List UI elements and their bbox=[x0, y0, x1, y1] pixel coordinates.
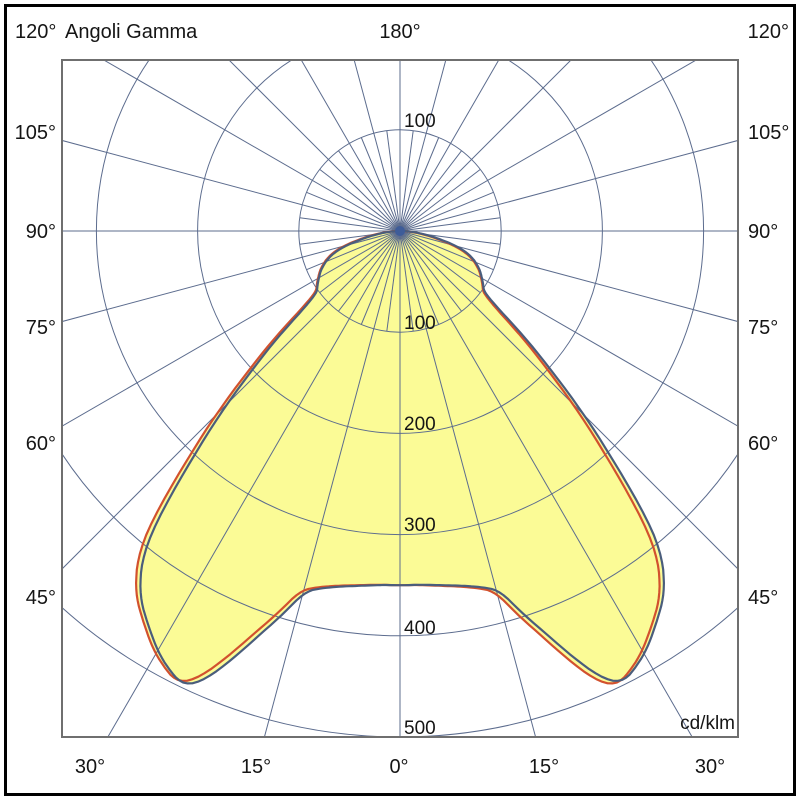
polar-center-dot bbox=[395, 226, 405, 236]
unit-label: cd/klm bbox=[680, 713, 735, 734]
gamma-label-top-180: 180° bbox=[379, 21, 420, 43]
grid-ray-minor-187.5 bbox=[386, 130, 401, 232]
outer-border bbox=[4, 4, 796, 796]
gamma-label-right-75: 75° bbox=[748, 317, 778, 339]
grid-ray-minor-112.5 bbox=[399, 191, 494, 232]
grid-ray-minor-292.5 bbox=[306, 230, 401, 271]
grid-ray-minor-247.5 bbox=[306, 191, 401, 232]
ring-label-0-100: 100 bbox=[404, 111, 436, 132]
plot-border bbox=[61, 59, 739, 738]
grid-ray-major-75 bbox=[399, 230, 738, 323]
gamma-label-left-105: 105° bbox=[15, 122, 56, 144]
gamma-label-right-60: 60° bbox=[748, 433, 778, 455]
grid-ray-minor-232.5 bbox=[319, 169, 401, 232]
grid-ray-minor-202.5 bbox=[360, 137, 401, 232]
gamma-label-top-left-120: 120° bbox=[15, 21, 56, 43]
gamma-label-left-60: 60° bbox=[26, 433, 56, 455]
gamma-label-right-105: 105° bbox=[748, 122, 789, 144]
grid-ray-major-240 bbox=[102, 60, 401, 232]
grid-ray-minor-142.5 bbox=[399, 150, 462, 232]
ring-label-5-500: 500 bbox=[404, 718, 436, 739]
gamma-label-right-45: 45° bbox=[748, 587, 778, 609]
grid-ray-minor-7.5 bbox=[399, 230, 414, 332]
curve-fill-layer bbox=[136, 231, 664, 684]
grid-ray-major-15 bbox=[399, 230, 537, 737]
grid-ray-major-45 bbox=[399, 230, 738, 570]
gamma-label-bottom-2-0: 0° bbox=[389, 756, 408, 778]
gamma-label-bottom-4-30: 30° bbox=[695, 756, 725, 778]
grid-ray-major-225 bbox=[228, 60, 401, 232]
grid-ray-minor-172.5 bbox=[399, 130, 414, 232]
grid-ray-major-300 bbox=[62, 230, 401, 427]
grid-ray-minor-322.5 bbox=[338, 230, 401, 312]
gamma-label-bottom-3-15: 15° bbox=[529, 756, 559, 778]
ring-label-4-400: 400 bbox=[404, 618, 436, 639]
grid-ray-major-105 bbox=[399, 139, 738, 232]
grid-ray-major-330 bbox=[107, 230, 401, 737]
grid-ray-minor-157.5 bbox=[399, 137, 440, 232]
labels-layer: 120° Angoli Gamma 180° 120° 105° 90° 75° 60° 45°… bbox=[15, 21, 790, 778]
grid-ray-minor-52.5 bbox=[399, 230, 481, 293]
grid-ray-minor-337.5 bbox=[360, 230, 401, 325]
grid-ray-minor-67.5 bbox=[399, 230, 494, 271]
grid-ray-major-285 bbox=[62, 230, 401, 323]
grid-ray-minor-127.5 bbox=[399, 169, 481, 232]
gamma-label-left-75: 75° bbox=[26, 317, 56, 339]
ring-label-1-100: 100 bbox=[404, 313, 436, 334]
gamma-label-right-90: 90° bbox=[748, 221, 778, 243]
grid-ray-minor-307.5 bbox=[319, 230, 401, 293]
grid-ray-major-120 bbox=[399, 60, 698, 232]
gamma-label-left-90: 90° bbox=[26, 221, 56, 243]
grid-ray-major-315 bbox=[62, 230, 401, 570]
grid-ray-minor-352.5 bbox=[386, 230, 401, 332]
distribution-curve-blue bbox=[139, 229, 665, 685]
grid-ray-major-150 bbox=[399, 60, 500, 232]
gamma-label-bottom-1-15: 15° bbox=[241, 756, 271, 778]
grid-ray-minor-22.5 bbox=[399, 230, 440, 325]
ring-label-3-300: 300 bbox=[404, 515, 436, 536]
grid-ray-major-135 bbox=[399, 60, 572, 232]
grid-ray-minor-37.5 bbox=[399, 230, 462, 312]
chart-title: Angoli Gamma bbox=[65, 21, 198, 43]
grid-ray-major-255 bbox=[62, 139, 401, 232]
grid-ray-major-60 bbox=[399, 230, 738, 427]
gamma-label-left-45: 45° bbox=[26, 587, 56, 609]
grid-ray-major-345 bbox=[263, 230, 401, 737]
grid-ray-major-30 bbox=[399, 230, 693, 737]
distribution-curves bbox=[135, 229, 665, 685]
grid-ray-major-210 bbox=[300, 60, 401, 232]
grid-ray-minor-97.5 bbox=[399, 217, 501, 232]
grid-ray-major-165 bbox=[399, 60, 447, 232]
distribution-fill-blue bbox=[140, 231, 664, 684]
grid-ray-minor-262.5 bbox=[299, 217, 401, 232]
gamma-label-bottom-0-30: 30° bbox=[75, 756, 105, 778]
grid-ray-minor-217.5 bbox=[338, 150, 401, 232]
gamma-label-top-right-120: 120° bbox=[748, 21, 789, 43]
ring-label-2-200: 200 bbox=[404, 414, 436, 435]
